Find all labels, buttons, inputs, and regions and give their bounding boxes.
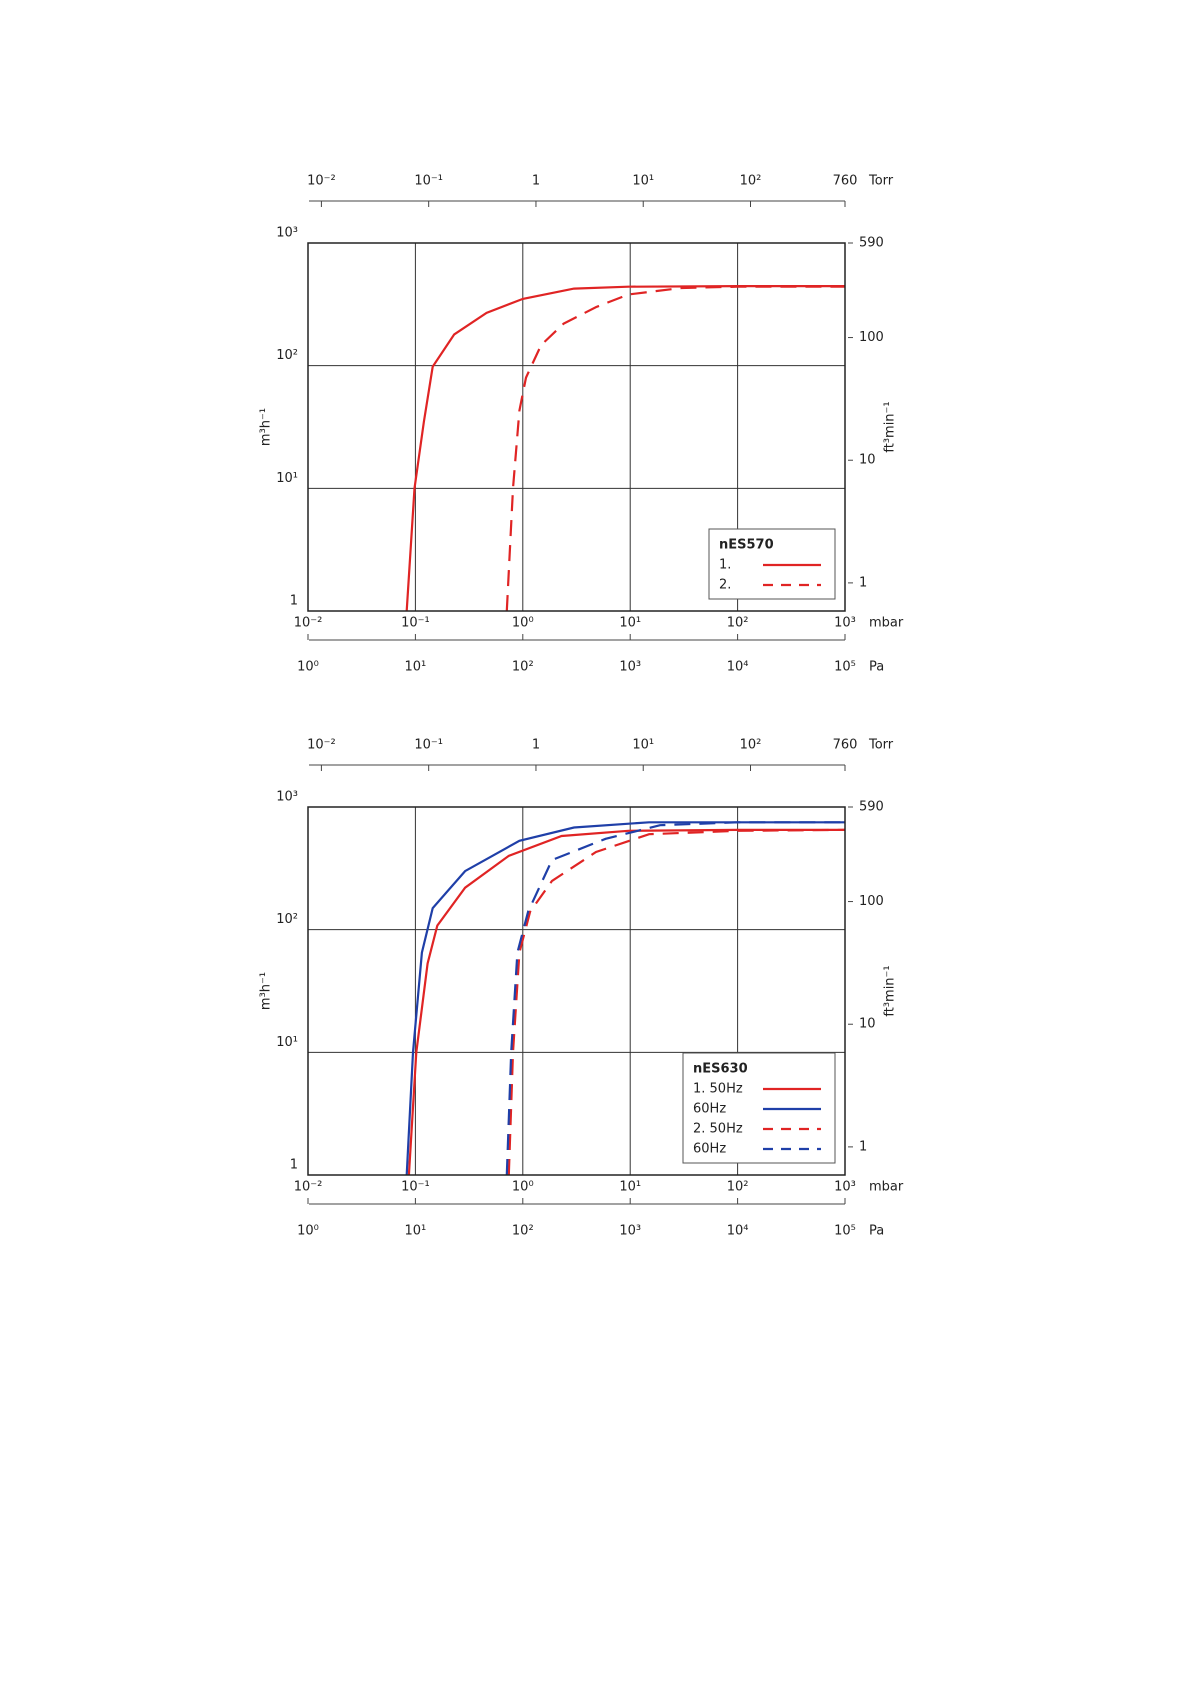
pa-tick-label: 10¹ (405, 1224, 427, 1239)
series-line (405, 821, 845, 1175)
pa-tick-label: 10² (512, 1224, 534, 1239)
pa-tick-label: 10¹ (405, 660, 427, 675)
legend-label: 2. (719, 578, 731, 593)
y2-tick-label: 590 (859, 800, 884, 815)
series-group (405, 821, 845, 1175)
x-axis-label: mbar (869, 1180, 904, 1195)
torr-tick-label: 760 (833, 738, 858, 753)
x-tick-label: 10³ (834, 616, 856, 631)
x-tick-label: 10² (727, 1180, 749, 1195)
series-line (407, 828, 845, 1175)
y-tick-label: 10¹ (276, 471, 298, 486)
torr-tick-label: 10⁻¹ (414, 174, 443, 189)
legend-label: 60Hz (693, 1102, 726, 1117)
y-tick-label: 10² (276, 912, 298, 927)
chart: 10⁻² 10⁻¹ 10⁰ 10¹ 10² 10³ 1 10¹ 10² 10³ mbar 10⁻² 10… (259, 174, 904, 675)
torr-tick-label: 10² (740, 738, 762, 753)
legend-label: 1. 50Hz (693, 1082, 743, 1097)
legend-label: 1. (719, 558, 731, 573)
y2-tick-label: 590 (859, 236, 884, 251)
y2-tick-label: 1 (859, 1139, 867, 1154)
series-line (507, 828, 845, 1175)
pa-axis-label: Pa (869, 660, 884, 675)
series-line (505, 821, 845, 1175)
chart: 10⁻² 10⁻¹ 10⁰ 10¹ 10² 10³ 1 10¹ 10² 10³ mbar 10⁻² 10… (259, 738, 904, 1239)
legend-title: nES570 (719, 538, 774, 553)
y-tick-label: 10³ (276, 790, 298, 805)
x-tick-label: 10¹ (619, 616, 641, 631)
y-tick-label: 10² (276, 348, 298, 363)
pa-tick-label: 10³ (619, 660, 641, 675)
pa-tick-label: 10⁰ (297, 1224, 319, 1239)
torr-tick-label: 10⁻² (307, 174, 336, 189)
y2-tick-label: 10 (859, 1017, 876, 1032)
torr-tick-label: 10¹ (632, 738, 654, 753)
series-line (505, 285, 845, 611)
legend-title: nES630 (693, 1062, 748, 1077)
torr-tick-label: 10⁻¹ (414, 738, 443, 753)
y2-axis-label: ft³min⁻¹ (883, 965, 898, 1016)
y-tick-label: 1 (290, 1158, 298, 1173)
legend-label: 2. 50Hz (693, 1122, 743, 1137)
plot-frame (307, 806, 846, 1176)
y2-tick-label: 100 (859, 330, 884, 345)
torr-axis-label: Torr (868, 174, 894, 189)
pa-tick-label: 10⁵ (834, 1224, 856, 1239)
pa-tick-label: 10⁵ (834, 660, 856, 675)
torr-tick-label: 1 (532, 738, 540, 753)
pa-tick-label: 10⁰ (297, 660, 319, 675)
x-axis-label: mbar (869, 616, 904, 631)
y-axis-label: m³h⁻¹ (259, 408, 274, 446)
torr-tick-label: 1 (532, 174, 540, 189)
x-tick-label: 10¹ (619, 1180, 641, 1195)
y2-tick-label: 100 (859, 894, 884, 909)
torr-axis-label: Torr (868, 738, 894, 753)
x-tick-label: 10⁰ (512, 1180, 534, 1195)
x-tick-label: 10⁻¹ (401, 616, 430, 631)
series-group (405, 285, 845, 611)
y2-axis-label: ft³min⁻¹ (883, 401, 898, 452)
y2-tick-label: 1 (859, 575, 867, 590)
y-axis-label: m³h⁻¹ (259, 972, 274, 1010)
torr-tick-label: 10¹ (632, 174, 654, 189)
x-tick-label: 10³ (834, 1180, 856, 1195)
y2-tick-label: 10 (859, 453, 876, 468)
series-line (405, 285, 845, 611)
pa-tick-label: 10³ (619, 1224, 641, 1239)
plot-frame (307, 242, 846, 612)
y-tick-label: 10³ (276, 226, 298, 241)
torr-tick-label: 10⁻² (307, 738, 336, 753)
torr-tick-label: 10² (740, 174, 762, 189)
x-tick-label: 10⁻¹ (401, 1180, 430, 1195)
pa-tick-label: 10⁴ (727, 1224, 749, 1239)
y-tick-label: 10¹ (276, 1035, 298, 1050)
pa-axis-label: Pa (869, 1224, 884, 1239)
pa-tick-label: 10² (512, 660, 534, 675)
x-tick-label: 10² (727, 616, 749, 631)
x-tick-label: 10⁻² (294, 616, 323, 631)
torr-tick-label: 760 (833, 174, 858, 189)
legend-label: 60Hz (693, 1142, 726, 1157)
x-tick-label: 10⁻² (294, 1180, 323, 1195)
x-tick-label: 10⁰ (512, 616, 534, 631)
y-tick-label: 1 (290, 594, 298, 609)
pa-tick-label: 10⁴ (727, 660, 749, 675)
